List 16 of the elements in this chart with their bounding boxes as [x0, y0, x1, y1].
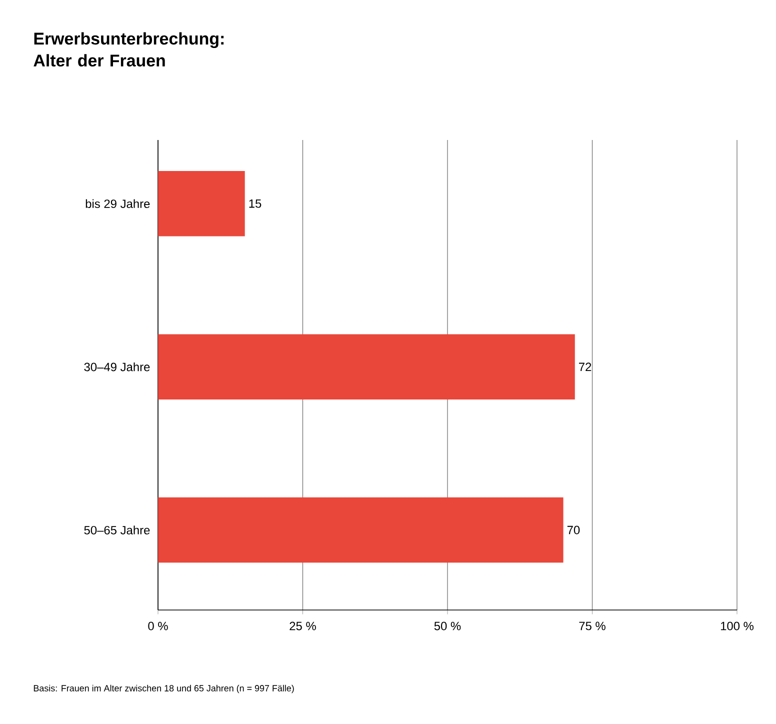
x-tick-label: 50 % [434, 622, 461, 630]
y-tick-label: 30–49 Jahre [84, 362, 150, 372]
bar [158, 497, 564, 563]
x-tick-label: 100 % [720, 622, 754, 630]
x-tick-label: 75 % [579, 622, 606, 630]
y-tick-label: bis 29 Jahre [86, 199, 150, 208]
bar [158, 334, 575, 400]
data-label: 72 [579, 362, 592, 372]
bar [158, 171, 245, 236]
x-tick-label: 0 % [148, 622, 168, 630]
y-tick-label: 50–65 Jahre [84, 526, 150, 534]
text: Basis: Frauen im Alter zwischen 18 und 65 Jahren (n = 997 Fälle) [34, 684, 294, 694]
x-tick-label: 25 % [290, 622, 316, 630]
data-label: 15 [249, 199, 262, 208]
chart-title: Erwerbsunterbrechung: Alter der Frauen [34, 32, 224, 67]
data-label: 70 [567, 526, 580, 534]
